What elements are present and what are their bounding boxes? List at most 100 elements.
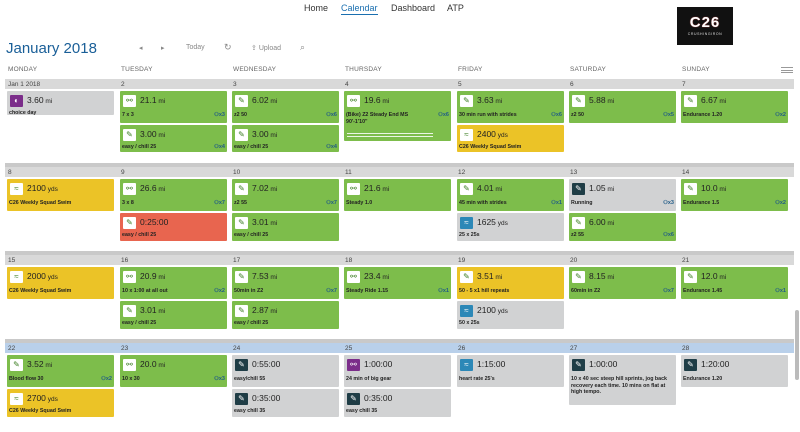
day-number[interactable]: 17 (233, 256, 241, 264)
workout-card[interactable]: ✎ 3.01 mi easy / chill 25 (120, 301, 227, 329)
workout-card[interactable]: ✎ 0:35:00 easy chill 35 (232, 389, 339, 417)
workout-unit: yds (495, 220, 508, 227)
workout-card[interactable]: ✎ 3.00 mi easy / chill 25 ⚇x4 (120, 125, 227, 152)
icon-glyph: ⚯ (350, 96, 357, 105)
day-header-saturday: SATURDAY (570, 66, 607, 73)
day-number[interactable]: 6 (570, 80, 574, 88)
workout-card[interactable]: ≈2100 yds 50 x 25s (457, 301, 564, 329)
day-number[interactable]: 21 (682, 256, 690, 264)
workout-card[interactable]: ⚯ 23.4 mi Steady Ride 1.15 ⚇x1 (344, 267, 451, 299)
day-number[interactable]: 15 (8, 256, 16, 264)
day-number[interactable]: 3 (233, 80, 237, 88)
workout-card[interactable]: ⚯ 20.9 mi 10 x 1:00 at all out ⚇x2 (120, 267, 227, 299)
prev-month-button[interactable]: ◂ (139, 45, 143, 52)
workout-card[interactable]: ✎ 1:00:00 10 x 40 sec steep hill sprints, … (569, 355, 676, 405)
day-number[interactable]: 26 (458, 344, 466, 352)
icon-glyph: ✎ (13, 360, 20, 369)
day-number[interactable]: 13 (570, 168, 578, 176)
workout-card[interactable]: ✎ 6.00 mi z2 55 ⚇x6 (569, 213, 676, 241)
nav-atp[interactable]: ATP (447, 3, 464, 13)
workout-card[interactable]: ✎ 4.01 mi 45 min with strides ⚇x1 (457, 179, 564, 211)
today-button[interactable]: Today (186, 44, 205, 51)
workout-card[interactable]: ⚯ 26.6 mi 3 x 8 ⚇x7 (120, 179, 227, 211)
workout-card[interactable]: ✎ 1.05 mi Running ⚇x3 (569, 179, 676, 211)
workout-value: 2100 (477, 305, 496, 315)
workout-card[interactable]: ✎ 8.15 mi 60min in Z2 ⚇x7 (569, 267, 676, 299)
workout-card[interactable]: ✎ 3.63 mi 30 min run with strides ⚇x6 (457, 91, 564, 123)
workout-card[interactable]: ◐ 3.60 mi choice day (7, 91, 114, 115)
day-number[interactable]: 8 (8, 168, 12, 176)
workout-card[interactable]: ✎ 6.67 mi Endurance 1.20 ⚇x2 (681, 91, 788, 123)
icon-glyph: ⚯ (350, 272, 357, 281)
workout-card[interactable]: ✎ 3.01 mi easy / chill 25 (232, 213, 339, 241)
workout-card[interactable]: ✎ 7.02 mi z2 55 ⚇x7 (232, 179, 339, 211)
day-number[interactable]: 27 (570, 344, 578, 352)
day-number[interactable]: Jan 1 2018 (8, 80, 41, 88)
workout-card[interactable]: ⚯ 21.6 mi Steady 1.0 (344, 179, 451, 211)
workout-card[interactable]: ≈2100 yds C26 Weekly Squad Swim (7, 179, 114, 211)
search-icon[interactable]: ⌕ (300, 42, 306, 52)
workout-card[interactable]: ≈2700 yds C26 Weekly Squad Swim (7, 389, 114, 417)
workout-amount: 1:15:00 (477, 359, 505, 369)
day-number[interactable]: 18 (345, 256, 353, 264)
workout-card[interactable]: ✎ 0:25:00 easy / chill 25 (120, 213, 227, 241)
day-number[interactable]: 14 (682, 168, 690, 176)
workout-card[interactable]: ⚯ 21.1 mi 7 x 3 ⚇x3 (120, 91, 227, 123)
workout-unit: mi (268, 308, 278, 315)
workout-value: 2100 (27, 183, 46, 193)
day-number[interactable]: 5 (458, 80, 462, 88)
workout-description: Endurance 1.5 (683, 200, 720, 206)
workout-card[interactable]: ≈2400 yds C26 Weekly Squad Swim (457, 125, 564, 152)
day-number[interactable]: 20 (570, 256, 578, 264)
day-number[interactable]: 25 (345, 344, 353, 352)
workout-card[interactable]: ✎ 3.52 mi Blood flow 30 ⚇x2 (7, 355, 114, 387)
nav-dashboard[interactable]: Dashboard (391, 3, 436, 13)
workout-amount: 0:55:00 (252, 359, 280, 369)
icon-glyph: ≈ (14, 184, 19, 193)
day-number[interactable]: 24 (233, 344, 241, 352)
workout-card[interactable]: ≈2000 yds C26 Weekly Squad Swim (7, 267, 114, 299)
workout-card[interactable]: ⚯ 1:00:00 24 min of big gear (344, 355, 451, 387)
workout-description: Endurance 1.20 (683, 376, 723, 382)
workout-card[interactable]: ✎ 5.88 mi z2 50 ⚇x5 (569, 91, 676, 123)
workout-amount: 1:00:00 (364, 359, 392, 369)
nav-calendar[interactable]: Calendar (341, 3, 378, 15)
day-number[interactable]: 11 (345, 168, 352, 176)
nav-home[interactable]: Home (304, 3, 329, 13)
workout-amount: 7.53 mi (252, 271, 277, 281)
day-number[interactable]: 9 (121, 168, 125, 176)
scrollbar[interactable] (795, 310, 799, 380)
workout-card[interactable]: ✎ 0:55:00 easy/chill 55 (232, 355, 339, 387)
workout-amount: 2100 yds (27, 183, 58, 193)
day-number[interactable]: 2 (121, 80, 125, 88)
workout-card[interactable]: ✎ 12.0 mi Endurance 1.45 ⚇x1 (681, 267, 788, 299)
day-number[interactable]: 12 (458, 168, 466, 176)
upload-button[interactable]: ⇪ Upload (251, 44, 281, 52)
day-number[interactable]: 10 (233, 168, 241, 176)
workout-card[interactable]: ⚯ 20.0 mi 10 x 30 ⚇x3 (120, 355, 227, 387)
day-number[interactable]: 4 (345, 80, 349, 88)
workout-card[interactable]: ✎ 7.53 mi 50min in Z2 ⚇x7 (232, 267, 339, 299)
workout-card[interactable]: ≈1625 yds 25 x 25s (457, 213, 564, 241)
workout-card[interactable]: ✎ 0:35:00 easy chill 35 (344, 389, 451, 417)
bike-icon: ⚯ (347, 359, 360, 371)
workout-card[interactable]: ✎ 3.00 mi easy / chill 25 ⚇x4 (232, 125, 339, 152)
workout-card[interactable]: ✎ 10.0 mi Endurance 1.5 ⚇x2 (681, 179, 788, 211)
workout-card[interactable]: ⚯ 19.6 mi (Bike) Z2 Steady End MS 90'-1'10"… (344, 91, 451, 141)
workout-card[interactable]: ≈1:15:00 heart rate 25's (457, 355, 564, 387)
bike-icon: ⚯ (123, 271, 136, 283)
day-number[interactable]: 23 (121, 344, 129, 352)
day-number[interactable]: 22 (8, 344, 16, 352)
menu-icon[interactable] (781, 67, 793, 73)
workout-card[interactable]: ✎ 6.02 mi z2 50 ⚇x6 (232, 91, 339, 123)
next-month-button[interactable]: ▸ (161, 45, 165, 52)
workout-card[interactable]: ✎ 2.87 mi easy / chill 25 (232, 301, 339, 329)
workout-unit: mi (43, 362, 53, 369)
refresh-icon[interactable]: ↻ (224, 42, 232, 52)
day-number[interactable]: 7 (682, 80, 686, 88)
workout-card[interactable]: ✎ 3.51 mi 50 - 5 x1 hill repeats (457, 267, 564, 299)
workout-card[interactable]: ✎ 1:20:00 Endurance 1.20 (681, 355, 788, 387)
day-number[interactable]: 19 (458, 256, 466, 264)
day-number[interactable]: 28 (682, 344, 690, 352)
day-number[interactable]: 16 (121, 256, 129, 264)
